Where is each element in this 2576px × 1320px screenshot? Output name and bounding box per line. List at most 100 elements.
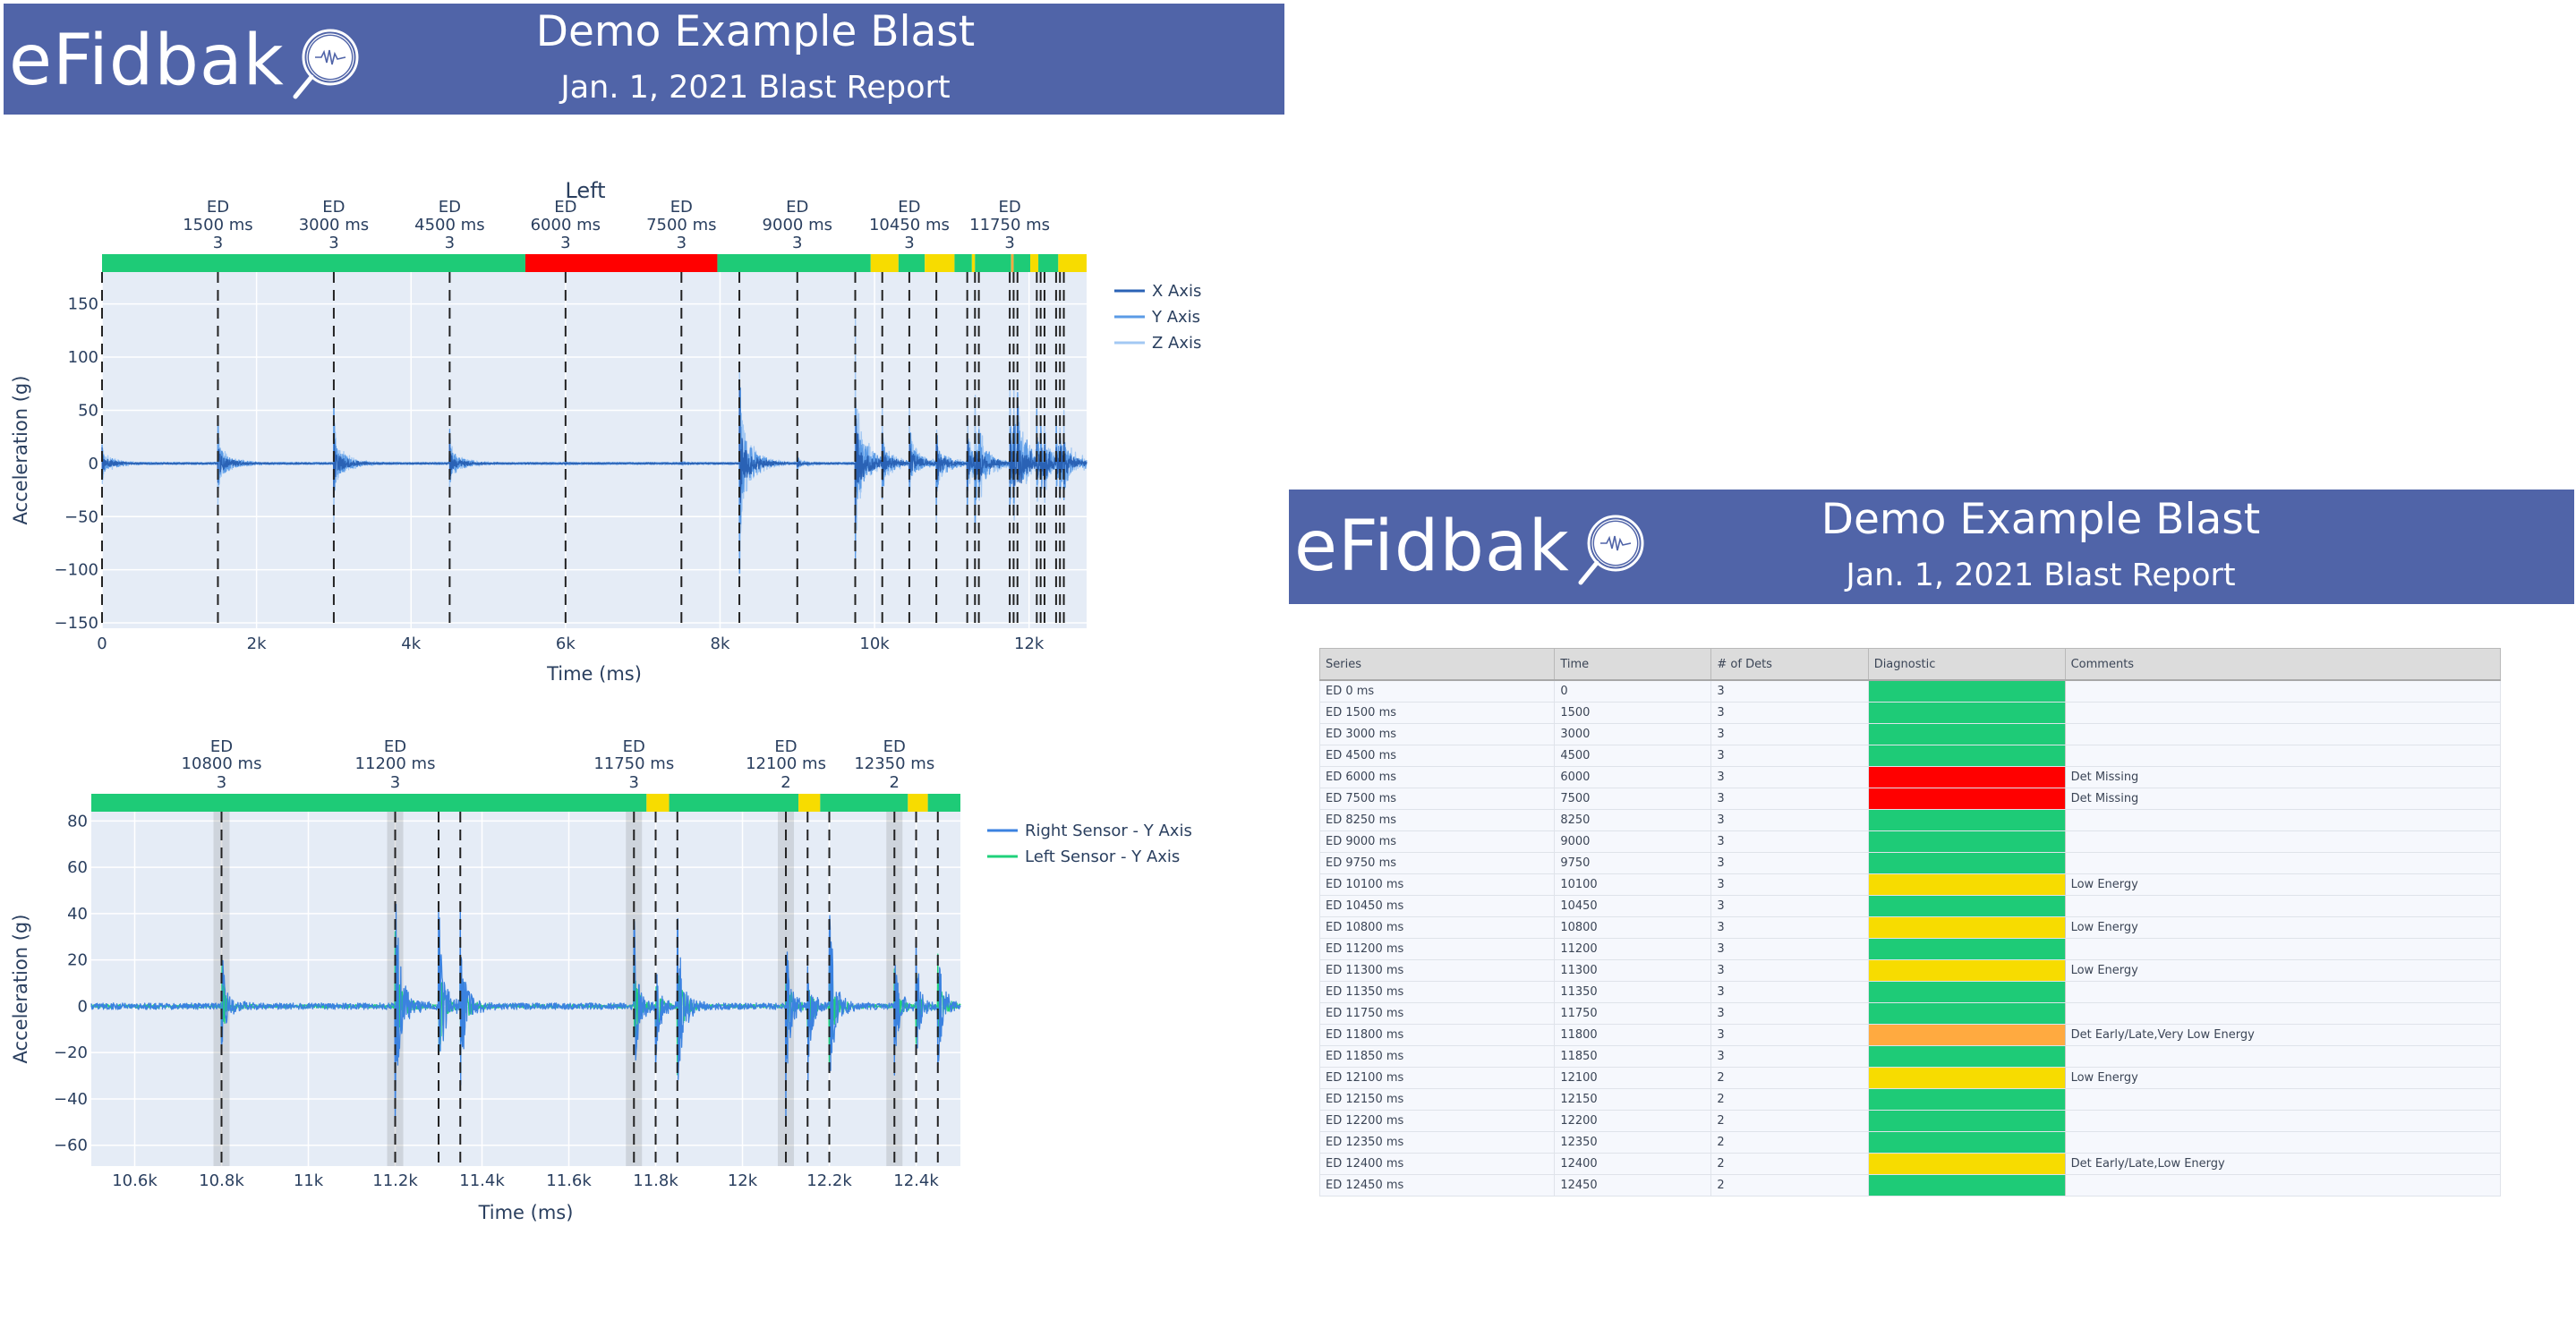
time-cell: 11750 xyxy=(1554,1002,1712,1025)
sensor-comparison-chart-svg[interactable]: 10.6k 10.8k 11k 11.2k 11.4k 11.6k 11.8k 12k 12.2… xyxy=(0,0,1271,1253)
event-annotation-label3: 2 xyxy=(890,773,900,792)
diagnostic-cell xyxy=(1867,830,2066,853)
legend-item-label[interactable]: Z Axis xyxy=(1152,334,1201,353)
magnifier-waveform-icon xyxy=(1578,515,1644,585)
x-tick-label: 11.8k xyxy=(633,1171,678,1190)
diagnostic-status-segment[interactable] xyxy=(927,794,960,812)
series-cell: ED 12450 ms xyxy=(1318,1174,1556,1197)
comment-cell xyxy=(2064,1174,2502,1197)
table-row: ED 9750 ms 9750 3 xyxy=(1318,852,2502,874)
legend-item-label[interactable]: Y Axis xyxy=(1151,308,1200,327)
diagnostic-cell xyxy=(1867,895,2066,917)
diagnostic-status-segment[interactable] xyxy=(954,254,972,272)
comment-cell xyxy=(2064,723,2502,745)
plot-area[interactable] xyxy=(102,272,1087,628)
event-annotation-label3: 3 xyxy=(213,234,223,252)
time-cell: 3000 xyxy=(1554,723,1712,745)
diagnostic-status-segment[interactable] xyxy=(925,254,955,272)
legend-item-label[interactable]: Left Sensor - Y Axis xyxy=(1025,847,1180,866)
time-cell: 11300 xyxy=(1554,959,1712,982)
legend-item-label[interactable]: X Axis xyxy=(1152,282,1201,301)
event-annotation-label3: 3 xyxy=(445,234,455,252)
diagnostic-status-segment[interactable] xyxy=(1058,254,1087,272)
x-axis-title: Time (ms) xyxy=(478,1202,574,1223)
event-annotation-label3: 3 xyxy=(629,773,639,792)
diagnostic-status-segment[interactable] xyxy=(1013,254,1030,272)
table-row: ED 10100 ms 10100 3 Low Energy xyxy=(1318,873,2502,896)
series-cell: ED 9000 ms xyxy=(1318,830,1556,853)
diagnostic-status-segment[interactable] xyxy=(1038,254,1059,272)
diagnostic-cell xyxy=(1867,1110,2066,1132)
diagnostic-status-segment[interactable] xyxy=(525,254,718,272)
left-sensor-chart[interactable]: 0 2k 4k 6k 8k 10k 12k −150 −100 −50 0 50 100 150 ED 150… xyxy=(0,0,1271,702)
diagnostic-status-segment[interactable] xyxy=(798,794,821,812)
x-tick-label: 12k xyxy=(728,1171,758,1190)
diagnostic-status-segment[interactable] xyxy=(91,794,647,812)
event-annotation-label1: ED xyxy=(774,737,797,756)
time-cell: 11850 xyxy=(1554,1045,1712,1068)
table-row: ED 3000 ms 3000 3 xyxy=(1318,723,2502,745)
event-annotation-label3: 3 xyxy=(560,234,570,252)
column-header-diagnostic[interactable]: Diagnostic xyxy=(1867,648,2066,681)
series-cell: ED 3000 ms xyxy=(1318,723,1556,745)
series-cell: ED 11800 ms xyxy=(1318,1024,1556,1046)
y-tick-label: 150 xyxy=(68,295,98,314)
dets-cell: 3 xyxy=(1710,852,1869,874)
x-tick-label: 2k xyxy=(247,634,267,653)
y-tick-label: 0 xyxy=(78,997,88,1016)
comment-cell: Low Energy xyxy=(2064,1067,2502,1089)
diagnostic-status-segment[interactable] xyxy=(898,254,925,272)
diagnostic-status-segment[interactable] xyxy=(717,254,871,272)
table-row: ED 11300 ms 11300 3 Low Energy xyxy=(1318,959,2502,982)
diagnostic-cell xyxy=(1867,981,2066,1003)
series-cell: ED 8250 ms xyxy=(1318,809,1556,831)
column-header-series[interactable]: Series xyxy=(1318,648,1556,681)
series-cell: ED 12350 ms xyxy=(1318,1131,1556,1154)
trace-right-sensor-y-axis[interactable] xyxy=(90,902,961,1124)
event-annotation-label2: 10450 ms xyxy=(869,216,950,234)
diagnostic-status-segment[interactable] xyxy=(820,794,908,812)
comment-cell: Low Energy xyxy=(2064,916,2502,939)
y-tick-label: 80 xyxy=(67,812,88,830)
event-annotation-label3: 3 xyxy=(217,773,226,792)
diagnostic-cell xyxy=(1867,745,2066,767)
event-annotation-label3: 3 xyxy=(390,773,400,792)
plot-area[interactable] xyxy=(91,812,960,1166)
column-header-time[interactable]: Time xyxy=(1554,648,1712,681)
series-cell: ED 10100 ms xyxy=(1318,873,1556,896)
column-header-of-dets[interactable]: # of Dets xyxy=(1710,648,1869,681)
dets-cell: 2 xyxy=(1710,1110,1869,1132)
diagnostic-status-segment[interactable] xyxy=(908,794,928,812)
time-cell: 12400 xyxy=(1554,1153,1712,1175)
efidbak-logo: eFidbak xyxy=(9,21,285,101)
diagnostic-cell xyxy=(1867,1067,2066,1089)
event-annotation-label2: 7500 ms xyxy=(646,216,716,234)
table-row: ED 8250 ms 8250 3 xyxy=(1318,809,2502,831)
time-cell: 11800 xyxy=(1554,1024,1712,1046)
series-cell: ED 12100 ms xyxy=(1318,1067,1556,1089)
event-annotation-label1: ED xyxy=(898,198,920,217)
dets-cell: 3 xyxy=(1710,830,1869,853)
diagnostic-status-segment[interactable] xyxy=(870,254,899,272)
table-row: ED 11750 ms 11750 3 xyxy=(1318,1002,2502,1025)
diagnostic-status-segment[interactable] xyxy=(971,254,976,272)
y-axis-title: Acceleration (g) xyxy=(10,915,31,1064)
left-sensor-chart-svg[interactable]: 0 2k 4k 6k 8k 10k 12k−150−100−50050100150ED150… xyxy=(0,0,1271,698)
diagnostic-status-segment[interactable] xyxy=(975,254,1011,272)
diagnostic-cell xyxy=(1867,702,2066,724)
diagnostic-cell xyxy=(1867,873,2066,896)
x-tick-label: 11.6k xyxy=(546,1171,592,1190)
diagnostic-status-segment[interactable] xyxy=(1029,254,1039,272)
dets-cell: 3 xyxy=(1710,1002,1869,1025)
diagnostic-status-segment[interactable] xyxy=(102,254,525,272)
column-header-comments[interactable]: Comments xyxy=(2064,648,2502,681)
diagnostic-status-segment[interactable] xyxy=(669,794,799,812)
time-cell: 12450 xyxy=(1554,1174,1712,1197)
dets-cell: 3 xyxy=(1710,745,1869,767)
legend-item-label[interactable]: Right Sensor - Y Axis xyxy=(1025,822,1192,840)
diagnostic-status-segment[interactable] xyxy=(1011,254,1014,272)
y-tick-label: −20 xyxy=(54,1043,88,1062)
trace-x-axis[interactable] xyxy=(101,379,1088,533)
table-row: ED 7500 ms 7500 3 Det Missing xyxy=(1318,788,2502,810)
diagnostic-status-segment[interactable] xyxy=(646,794,670,812)
